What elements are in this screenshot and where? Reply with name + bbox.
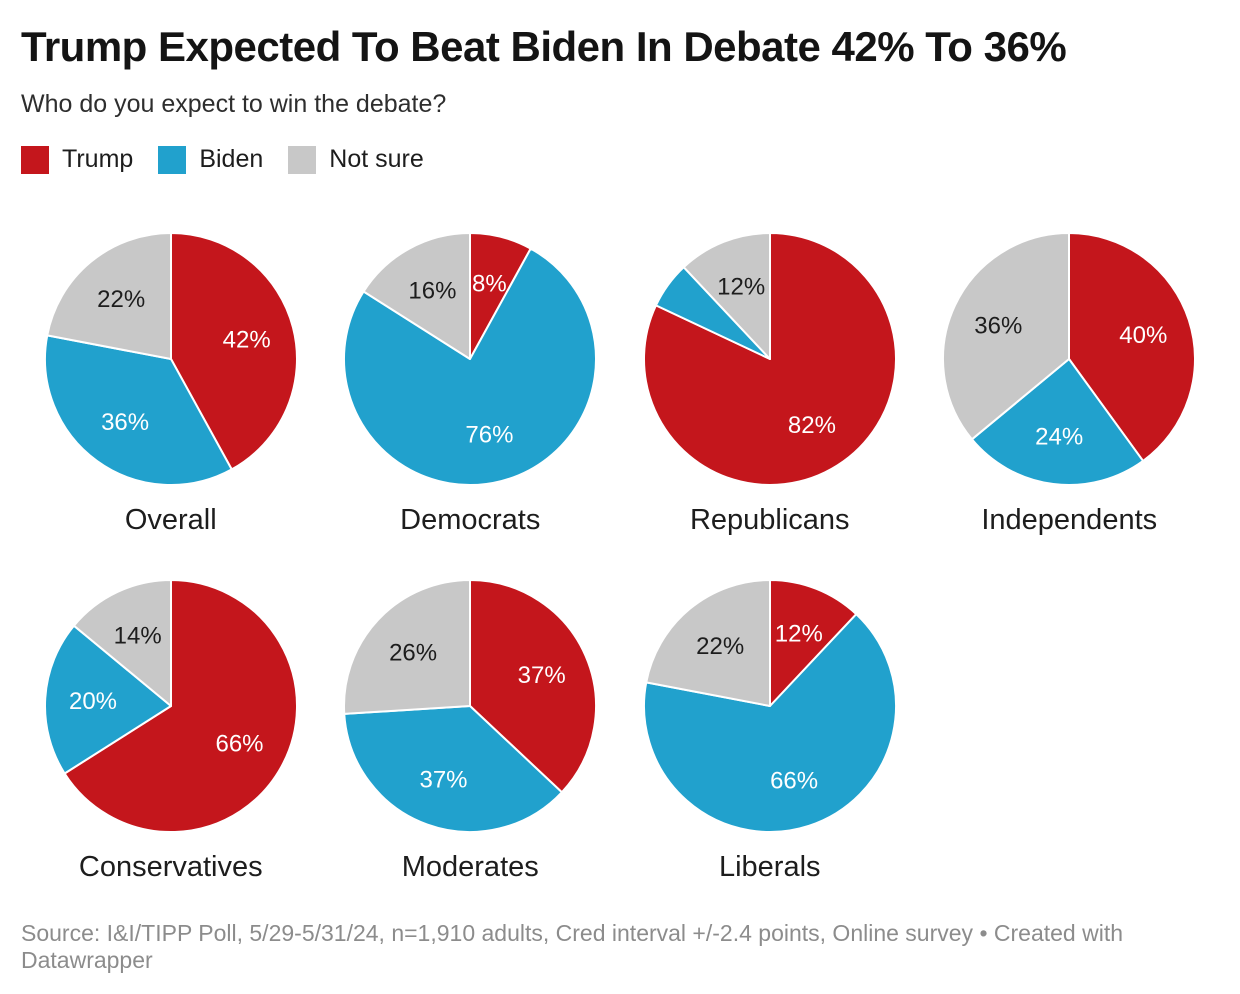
legend: Trump Biden Not sure <box>21 145 1219 174</box>
pie-chart-conservatives: 66% 20% 14% <box>43 579 298 834</box>
slice-value-label: 20% <box>69 688 117 715</box>
slice-value-label: 22% <box>696 633 744 660</box>
slice-value-label: 14% <box>113 622 161 649</box>
slice-value-label: 24% <box>1035 424 1083 451</box>
slice-value-label: 16% <box>409 278 457 305</box>
pie-cell-independents: 40% 24% 36% Independents <box>940 230 1198 537</box>
slice-value-label: 66% <box>770 767 818 794</box>
pie-chart-republicans: 82% 12% <box>642 232 897 487</box>
pie-grid: 42% 36% 22% Overall 8% 76% 16% Democrats 82% 12% R… <box>21 230 1219 884</box>
legend-item-not-sure: Not sure <box>288 145 424 174</box>
slice-trump <box>169 232 298 471</box>
slice-trump <box>469 579 598 794</box>
pie-category-label: Democrats <box>400 504 541 537</box>
legend-item-trump: Trump <box>21 145 133 174</box>
slice-not-sure <box>72 579 172 708</box>
pie-cell-democrats: 8% 76% 16% Democrats <box>341 230 599 537</box>
slice-biden <box>642 613 897 834</box>
legend-label: Trump <box>62 145 134 174</box>
legend-label: Biden <box>199 145 264 174</box>
slice-value-label: 66% <box>215 731 263 758</box>
legend-swatch-biden <box>158 145 187 174</box>
source-note: Source: I&I/TIPP Poll, 5/29-5/31/24, n=1… <box>21 920 1124 973</box>
slice-not-sure <box>343 579 472 716</box>
slice-value-label: 82% <box>788 412 836 439</box>
pie-chart-moderates: 37% 37% 26% <box>343 579 598 834</box>
slice-biden <box>343 705 564 834</box>
pie-cell-overall: 42% 36% 22% Overall <box>42 230 300 537</box>
chart-title: Trump Expected To Beat Biden In Debate 4… <box>21 23 1067 70</box>
pie-cell-moderates: 37% 37% 26% Moderates <box>341 577 599 884</box>
slice-not-sure <box>682 232 771 361</box>
slice-not-sure <box>942 232 1071 441</box>
chart-subtitle: Who do you expect to win the debate? <box>21 90 447 119</box>
pie-category-label: Republicans <box>689 504 850 537</box>
pie-category-label: Liberals <box>718 851 821 884</box>
pie-cell-liberals: 12% 66% 22% Liberals <box>641 577 899 884</box>
slice-trump <box>768 579 857 708</box>
slice-trump <box>63 579 298 834</box>
legend-item-biden: Biden <box>158 145 263 174</box>
pie-chart-overall: 42% 36% 22% <box>43 232 298 487</box>
slice-biden <box>971 358 1145 487</box>
slice-value-label: 76% <box>466 422 514 449</box>
slice-biden <box>343 247 598 487</box>
slice-not-sure <box>644 579 771 708</box>
pie-cell-conservatives: 66% 20% 14% Conservatives <box>42 577 300 884</box>
slice-value-label: 12% <box>775 621 823 648</box>
pie-chart-liberals: 12% 66% 22% <box>642 579 897 834</box>
slice-trump <box>642 232 897 487</box>
pie-chart-democrats: 8% 76% 16% <box>343 232 598 487</box>
slice-value-label: 42% <box>222 327 270 354</box>
slice-value-label: 22% <box>97 286 145 313</box>
slice-biden <box>43 334 233 487</box>
pie-chart-independents: 40% 24% 36% <box>942 232 1197 487</box>
pie-category-label: Overall <box>124 504 217 537</box>
slice-value-label: 40% <box>1120 322 1168 349</box>
pie-cell-republicans: 82% 12% Republicans <box>641 230 899 537</box>
legend-label: Not sure <box>329 145 424 174</box>
slice-value-label: 12% <box>717 274 765 301</box>
pie-category-label: Conservatives <box>78 851 263 884</box>
slice-not-sure <box>362 232 472 361</box>
slice-value-label: 37% <box>420 767 468 794</box>
slice-trump <box>1068 232 1197 463</box>
slice-biden <box>43 624 172 775</box>
slice-value-label: 36% <box>101 409 149 436</box>
slice-value-label: 36% <box>975 313 1023 340</box>
slice-value-label: 37% <box>518 662 566 689</box>
slice-not-sure <box>45 232 172 361</box>
legend-swatch-not-sure <box>288 145 317 174</box>
pie-category-label: Moderates <box>401 851 539 884</box>
slice-value-label: 26% <box>389 640 437 667</box>
legend-swatch-trump <box>21 145 49 174</box>
slice-value-label: 8% <box>472 270 507 297</box>
pie-category-label: Independents <box>981 504 1158 537</box>
